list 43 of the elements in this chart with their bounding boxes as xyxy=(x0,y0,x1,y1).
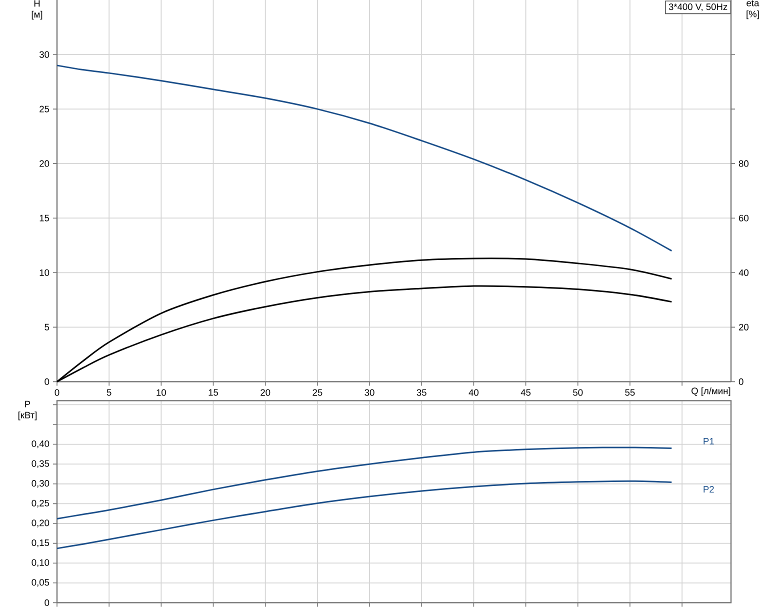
x-tick-label: 55 xyxy=(625,389,635,396)
x-tick-label: 40 xyxy=(468,389,479,396)
text: P2 xyxy=(704,486,714,493)
chart-title: 3*400 V, 50Hz xyxy=(668,4,728,12)
y-axis-title: P [кВт] xyxy=(18,400,37,420)
y-tick-label: 10 xyxy=(40,269,50,276)
y-tick-label: 0,15 xyxy=(32,539,50,548)
x-axis-title: Q [л/мин] xyxy=(692,387,730,396)
x-tick-label: 15 xyxy=(208,389,218,396)
line-series xyxy=(56,446,672,520)
x-tick-label: 0 xyxy=(54,389,60,396)
y2-tick-label: 40 xyxy=(738,269,749,276)
y-tick-label: 0,10 xyxy=(32,559,50,567)
x-tick-label: 10 xyxy=(156,389,166,396)
y-tick-label: 5 xyxy=(44,324,50,330)
x-tick-label: 30 xyxy=(364,389,374,396)
y-axis-title: H [м] xyxy=(32,0,42,20)
x-tick-label: 20 xyxy=(260,389,270,396)
x-tick-label: 5 xyxy=(106,389,112,396)
y2-tick-label: 0 xyxy=(738,378,744,385)
y-tick-label: 15 xyxy=(40,214,50,222)
y2-tick-label: 20 xyxy=(739,324,749,330)
y-tick-label: 25 xyxy=(40,106,50,112)
y2-tick-label: 60 xyxy=(739,214,749,222)
y-tick-label: 30 xyxy=(39,51,50,58)
x-tick-label: 45 xyxy=(520,389,531,396)
y-tick-label: 0 xyxy=(44,599,50,606)
x-tick-label: 25 xyxy=(312,389,322,396)
y-tick-label: 0,20 xyxy=(32,520,50,528)
y-tick-label: 0,30 xyxy=(32,480,50,488)
y-tick-label: 0,05 xyxy=(32,579,50,587)
text: P1 xyxy=(704,438,714,444)
y-tick-label: 0,40 xyxy=(32,440,50,448)
y-tick-label: 0,25 xyxy=(32,500,50,508)
y-tick-label: 20 xyxy=(40,160,50,167)
y-tick-label: 0,35 xyxy=(32,460,50,468)
x-tick-label: 50 xyxy=(573,389,583,396)
line-series xyxy=(56,64,672,252)
y-tick-label: 0 xyxy=(44,378,50,385)
y2-tick-label: 80 xyxy=(738,160,749,167)
x-tick-label: 35 xyxy=(416,389,426,396)
line-series xyxy=(56,480,672,550)
y2-axis-title: eta [%] xyxy=(746,0,760,20)
